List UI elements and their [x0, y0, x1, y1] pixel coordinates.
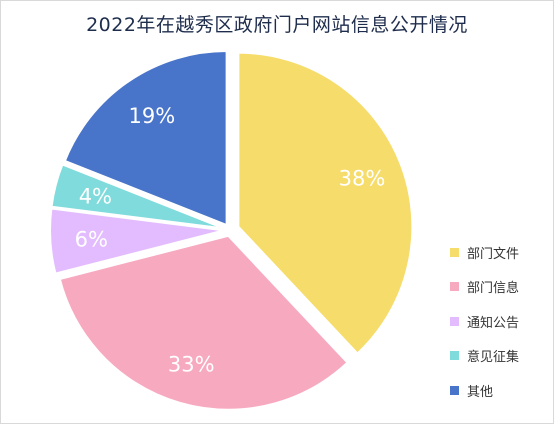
pie-slice-4	[63, 50, 228, 227]
slice-label-4: 19%	[129, 104, 176, 128]
legend-swatch-3	[450, 351, 459, 360]
pie-slice-3	[50, 163, 225, 230]
legend-label-4: 其他	[467, 384, 494, 400]
legend-label-2: 通知公告	[467, 315, 520, 331]
legend-item-4: 其他	[450, 382, 519, 400]
legend-label-1: 部门信息	[467, 281, 520, 296]
legend-label-0: 部门文件	[467, 246, 520, 262]
legend-swatch-4	[450, 385, 459, 395]
pie-slice-0	[237, 51, 414, 355]
legend-item-3: 意见征集	[450, 348, 520, 365]
legend-swatch-1	[450, 282, 459, 291]
legend-item-0: 部门文件	[450, 244, 520, 262]
slice-label-0: 38%	[339, 167, 386, 191]
slice-label-1: 33%	[168, 352, 215, 376]
pie-slice-1	[58, 234, 349, 411]
legend-swatch-0	[450, 247, 459, 257]
slice-label-2: 6%	[75, 228, 108, 252]
legend: 部门文件 部门信息 通知公告 意见征集 其他	[450, 244, 519, 417]
slice-label-3: 4%	[79, 184, 112, 208]
legend-item-2: 通知公告	[450, 313, 520, 331]
pie-slice-2	[49, 207, 225, 275]
legend-item-1: 部门信息	[450, 279, 520, 296]
chart-title: 2022年在越秀区政府门户网站信息公开情况	[86, 14, 468, 36]
legend-swatch-2	[450, 316, 459, 326]
legend-label-3: 意见征集	[467, 350, 520, 365]
